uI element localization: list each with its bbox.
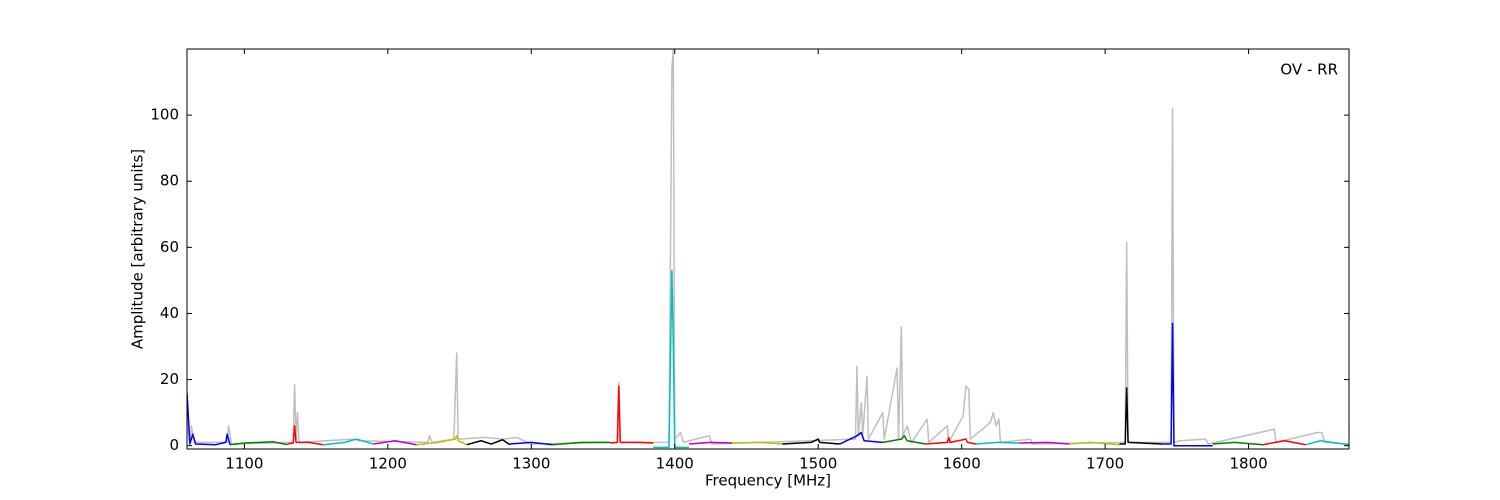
spectrum-line bbox=[229, 440, 288, 446]
spectrum-line bbox=[782, 438, 840, 445]
spectrum-line bbox=[287, 425, 324, 446]
spectrum-line bbox=[975, 441, 1020, 445]
spectrum-line bbox=[552, 441, 611, 446]
spectrum-line bbox=[610, 385, 654, 444]
y-tick-label: 100 bbox=[150, 106, 179, 124]
spectrum-line bbox=[373, 439, 417, 446]
x-tick-label: 1300 bbox=[512, 455, 550, 473]
x-tick-label: 1100 bbox=[225, 455, 263, 473]
y-tick-label: 60 bbox=[160, 238, 179, 256]
spectrum-line bbox=[653, 269, 690, 449]
spectrum-line bbox=[466, 438, 511, 446]
spectrum-line bbox=[1212, 441, 1263, 446]
spectrum-line bbox=[839, 431, 883, 445]
spectrum-line bbox=[882, 435, 926, 445]
y-tick-label: 20 bbox=[160, 370, 179, 388]
spectrum-line bbox=[416, 435, 468, 446]
spectrum-line bbox=[925, 436, 977, 445]
spectrum-line bbox=[187, 49, 1349, 445]
spectrum-line bbox=[732, 441, 783, 445]
x-tick-label: 1400 bbox=[656, 455, 694, 473]
spectrum-line bbox=[1162, 322, 1213, 447]
spectrum-line bbox=[509, 441, 553, 446]
spectrum-line bbox=[1262, 439, 1307, 446]
x-tick-label: 1500 bbox=[799, 455, 837, 473]
plot-area bbox=[187, 49, 1349, 449]
x-tick-label: 1600 bbox=[943, 455, 981, 473]
annotation: OV - RR bbox=[1280, 61, 1338, 79]
y-tick-label: 80 bbox=[160, 172, 179, 190]
spectrum-line bbox=[187, 392, 231, 446]
x-tick-label: 1700 bbox=[1086, 455, 1124, 473]
spectrum-line bbox=[1019, 441, 1070, 445]
spectrum-line bbox=[689, 441, 733, 445]
spectrum-line bbox=[323, 438, 374, 446]
y-tick-label: 40 bbox=[160, 304, 179, 322]
y-axis-label: Amplitude [arbitrary units] bbox=[129, 149, 147, 349]
spectrum-line bbox=[1119, 387, 1163, 445]
spectrum-line bbox=[1069, 441, 1120, 446]
y-tick-label: 0 bbox=[169, 436, 179, 454]
x-tick-label: 1200 bbox=[369, 455, 407, 473]
axes-frame bbox=[186, 48, 1350, 450]
spectrum-line bbox=[1305, 439, 1349, 446]
x-tick-label: 1800 bbox=[1229, 455, 1267, 473]
x-axis-label: Frequency [MHz] bbox=[705, 472, 831, 490]
